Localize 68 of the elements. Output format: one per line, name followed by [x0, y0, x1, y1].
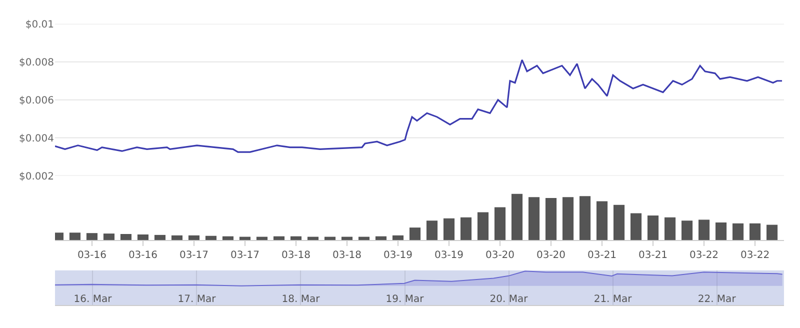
bar — [477, 212, 489, 240]
bar — [647, 216, 659, 240]
x-tick-label: 03-20 — [536, 250, 566, 262]
x-tick-label: 22. Mar — [698, 294, 737, 306]
bar — [494, 207, 506, 240]
bar — [375, 236, 387, 240]
x-tick-label: 17. Mar — [178, 294, 217, 306]
bar — [188, 235, 200, 240]
y-tick-label: $0.008 — [19, 57, 54, 68]
bar — [392, 235, 404, 240]
bar — [545, 198, 557, 240]
bar — [630, 213, 642, 240]
bar — [137, 234, 149, 240]
bar — [171, 235, 183, 240]
x-tick-label: 19. Mar — [386, 294, 425, 306]
bar — [324, 236, 336, 240]
bar — [273, 236, 285, 240]
bar — [154, 234, 166, 240]
x-tick-label: 16. Mar — [74, 294, 113, 306]
bar — [613, 204, 625, 240]
y-tick-label: $0.01 — [25, 19, 54, 30]
bar — [426, 220, 438, 240]
x-tick-label: 03-20 — [485, 250, 515, 262]
bar — [664, 217, 676, 240]
x-tick-label: 03-18 — [281, 250, 311, 262]
x-tick-label: 03-19 — [434, 250, 464, 262]
bar — [562, 197, 574, 240]
bar — [358, 236, 370, 240]
bar — [69, 232, 80, 240]
x-tick-label: 18. Mar — [282, 294, 321, 306]
bar — [307, 236, 319, 240]
bar — [511, 194, 523, 240]
bar — [256, 236, 268, 240]
bar — [750, 223, 761, 240]
bar — [290, 236, 302, 240]
bar — [528, 197, 540, 240]
x-tick-label: 03-17 — [179, 250, 209, 262]
x-tick-label: 03-19 — [383, 250, 413, 262]
bar — [239, 236, 251, 240]
y-tick-label: $0.006 — [19, 95, 54, 106]
bar — [205, 236, 217, 240]
x-tick-label: 20. Mar — [490, 294, 529, 306]
bar — [341, 236, 353, 240]
bar — [443, 218, 455, 240]
x-tick-label: 03-18 — [332, 250, 362, 262]
y-tick-label: $0.004 — [19, 133, 54, 144]
bar — [460, 217, 472, 240]
x-tick-label: 03-22 — [689, 250, 719, 262]
bar — [732, 223, 744, 240]
x-tick-label: 03-16 — [77, 250, 107, 262]
bar — [596, 201, 608, 240]
bar — [716, 222, 727, 240]
x-tick-label: 03-22 — [740, 250, 770, 262]
bar — [682, 220, 693, 240]
x-tick-label: 03-21 — [638, 250, 668, 262]
x-tick-label: 03-16 — [128, 250, 158, 262]
bar — [222, 236, 234, 240]
bar — [579, 196, 591, 240]
bar — [698, 220, 710, 240]
x-tick-label: 03-21 — [587, 250, 617, 262]
bar — [103, 234, 114, 240]
bar — [766, 224, 778, 240]
x-tick-label: 21. Mar — [594, 294, 633, 306]
bar — [409, 228, 421, 240]
bar — [120, 234, 132, 240]
y-tick-label: $0.002 — [19, 171, 54, 182]
bar — [86, 233, 98, 240]
x-tick-label: 03-17 — [230, 250, 260, 262]
